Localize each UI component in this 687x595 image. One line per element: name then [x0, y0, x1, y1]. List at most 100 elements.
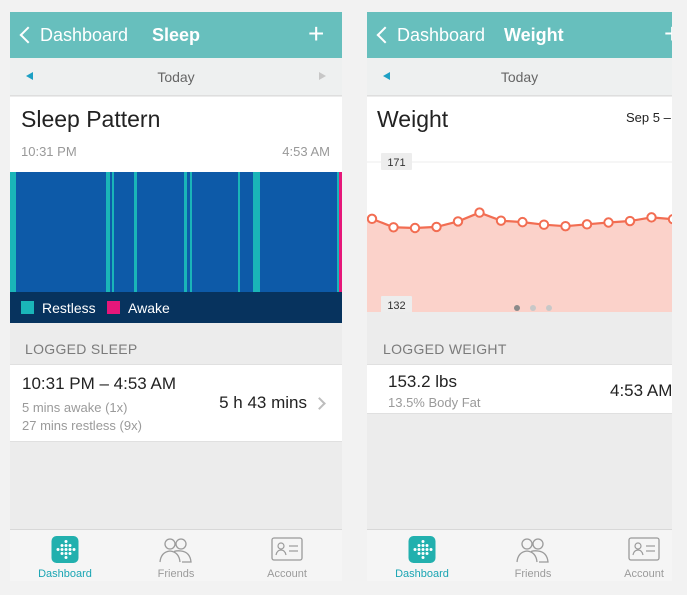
tab-dashboard[interactable]: Dashboard [367, 530, 477, 581]
tab-dashboard[interactable]: Dashboard [10, 530, 120, 581]
weight-value: 153.2 lbs [388, 372, 457, 391]
restless-segment [337, 172, 339, 292]
restless-segment [111, 172, 114, 292]
restless-swatch [21, 301, 34, 314]
date-range[interactable]: Sep 5 – [626, 110, 671, 125]
restless-segment [10, 172, 16, 292]
weight-point [517, 216, 528, 228]
weight-point [538, 219, 550, 230]
legend-label-restless: Restless [42, 300, 96, 316]
back-label: Dashboard [40, 24, 129, 45]
weight-point [667, 214, 672, 225]
y-tick-label-min: 132 [381, 296, 412, 312]
chevron-right-icon [313, 397, 326, 410]
body-fat-value: 13.5% Body Fat [388, 395, 481, 410]
logged-weight-header: LOGGED WEIGHT [383, 341, 507, 357]
logged-sleep-header: LOGGED SLEEP [25, 341, 138, 357]
date-label: Today [157, 69, 195, 85]
svg-text:132: 132 [387, 300, 405, 312]
weight-point [581, 219, 593, 230]
weight-chart: 171 132 [367, 153, 672, 312]
y-tick-label-max: 171 [381, 153, 412, 170]
weight-point [603, 217, 614, 228]
weight-point [388, 222, 399, 233]
tab-bar: Dashboard Friends Account [10, 529, 342, 581]
weight-point [624, 215, 636, 227]
restless-segment [238, 172, 241, 292]
date-label: Today [500, 69, 539, 85]
page-indicator-dot [546, 305, 552, 311]
card-title: Weight [377, 106, 449, 132]
page-indicator-dot [514, 305, 520, 311]
account-card-icon [271, 537, 303, 561]
sleep-duration: 5 h 43 mins [219, 393, 307, 412]
dashboard-icon [408, 536, 436, 563]
tab-account[interactable]: Account [589, 530, 672, 581]
page-title: Weight [504, 25, 564, 45]
restless-segment [106, 172, 110, 292]
tab-label: Friends [157, 568, 195, 580]
start-time-label: 10:31 PM [21, 144, 77, 159]
weight-screen: Dashboard Weight + Today Weight Sep 5 – … [367, 12, 672, 581]
awake-swatch [107, 301, 120, 314]
tab-label: Friends [514, 568, 552, 580]
restless-segment [183, 172, 188, 292]
awake-segment [339, 172, 342, 292]
next-day-arrow-icon[interactable] [319, 72, 326, 80]
weight-card: Weight Sep 5 – 171 132 [367, 97, 672, 312]
restless-segment [189, 172, 193, 292]
sleep-legend: Restless Awake [10, 292, 342, 323]
back-chevron-icon [19, 26, 37, 44]
nav-bar: Dashboard Sleep + [10, 12, 342, 58]
tab-label: Account [624, 568, 664, 580]
weight-point [560, 220, 571, 232]
back-button[interactable]: Dashboard [375, 24, 485, 46]
date-navigator: Today [367, 58, 672, 96]
legend-label-awake: Awake [128, 300, 170, 316]
add-button[interactable]: + [664, 20, 672, 48]
weight-point [452, 216, 464, 227]
account-card-icon [628, 537, 660, 561]
page-title: Sleep [152, 25, 201, 45]
previous-day-arrow-icon[interactable] [26, 72, 33, 80]
nav-bar: Dashboard Weight + [367, 12, 672, 58]
back-button[interactable]: Dashboard [18, 24, 128, 46]
sleep-pattern-chart [10, 172, 342, 292]
dashboard-icon [51, 536, 79, 563]
sleep-pattern-card: Sleep Pattern 10:31 PM 4:53 AM [10, 97, 342, 172]
tab-label: Dashboard [395, 568, 449, 580]
back-label: Dashboard [397, 24, 486, 45]
page-indicator-dot [530, 305, 536, 311]
svg-text:171: 171 [387, 157, 405, 169]
friends-icon [516, 538, 549, 563]
end-time-label: 4:53 AM [282, 144, 330, 159]
weight-point [474, 207, 485, 218]
awake-detail: 5 mins awake (1x) [22, 400, 128, 415]
weight-point [367, 213, 378, 225]
weight-log-time: 4:53 AM [610, 381, 672, 400]
restless-detail: 27 mins restless (9x) [22, 418, 142, 433]
weight-point [431, 221, 442, 233]
tab-label: Account [267, 568, 307, 580]
date-navigator: Today [10, 58, 342, 96]
sleep-log-row[interactable]: 10:31 PM – 4:53 AM 5 mins awake (1x) 27 … [10, 364, 342, 442]
weight-log-row[interactable]: 153.2 lbs 13.5% Body Fat 4:53 AM [367, 364, 672, 414]
tab-friends[interactable]: Friends [478, 530, 588, 581]
restless-segment [133, 172, 138, 292]
weight-point [409, 222, 421, 234]
back-chevron-icon [376, 26, 394, 44]
add-button[interactable]: + [308, 18, 325, 49]
restless-segment [253, 172, 260, 292]
weight-point [646, 212, 657, 223]
weight-point [495, 215, 507, 226]
card-title: Sleep Pattern [21, 106, 161, 132]
tab-label: Dashboard [38, 568, 92, 580]
friends-icon [159, 538, 192, 563]
sleep-time-range: 10:31 PM – 4:53 AM [22, 374, 177, 393]
weight-area-fill [367, 212, 672, 312]
sleep-screen: Dashboard Sleep + Today Sleep Pattern 10… [10, 12, 342, 581]
tab-bar: Dashboard Friends Account [367, 529, 672, 581]
tab-account[interactable]: Account [232, 530, 342, 581]
tab-friends[interactable]: Friends [121, 530, 231, 581]
previous-day-arrow-icon[interactable] [383, 72, 390, 80]
